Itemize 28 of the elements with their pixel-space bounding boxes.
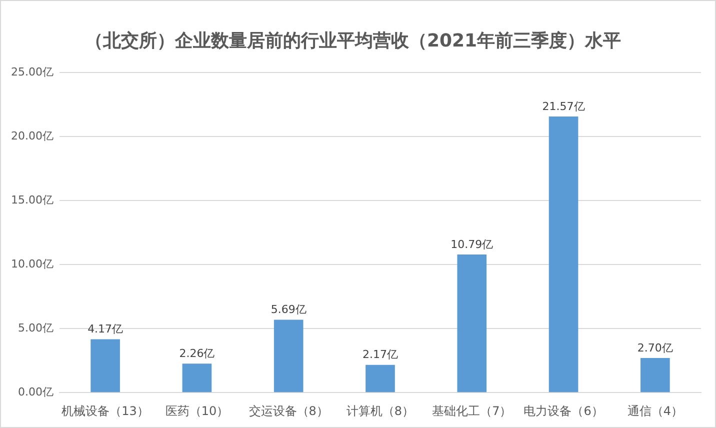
bar — [640, 358, 670, 392]
bar — [548, 116, 578, 392]
y-tick-label: 15.00亿 — [10, 193, 54, 206]
data-label: 5.69亿 — [270, 303, 306, 316]
bar — [274, 320, 304, 392]
data-label: 10.79亿 — [450, 238, 494, 251]
bar — [457, 254, 487, 392]
data-label: 2.17亿 — [362, 348, 398, 362]
data-label: 2.26亿 — [179, 347, 215, 360]
y-tick-label: 20.00亿 — [10, 129, 54, 142]
x-tick-label: 通信（4） — [627, 404, 683, 418]
data-label: 4.17亿 — [88, 322, 124, 336]
data-label: 21.57亿 — [542, 100, 585, 113]
chart-title: （北交所）企业数量居前的行业平均营收（2021年前三季度）水平 — [84, 30, 622, 52]
y-tick-label: 5.00亿 — [18, 321, 54, 334]
x-tick-label: 医药（10） — [165, 404, 229, 418]
x-tick-label: 基础化工（7） — [432, 404, 512, 418]
data-label: 2.70亿 — [637, 341, 673, 354]
x-tick-label: 机械设备（13） — [62, 404, 149, 418]
x-tick-label: 交运设备（8） — [248, 404, 328, 418]
y-tick-label: 0.00亿 — [18, 385, 54, 398]
x-tick-label: 计算机（8） — [346, 404, 414, 418]
x-tick-label: 电力设备（6） — [524, 404, 604, 418]
bar — [182, 364, 212, 392]
bar — [366, 364, 395, 392]
y-tick-label: 10.00亿 — [10, 257, 54, 270]
bar — [90, 339, 120, 392]
y-tick-label: 25.00亿 — [10, 65, 54, 78]
